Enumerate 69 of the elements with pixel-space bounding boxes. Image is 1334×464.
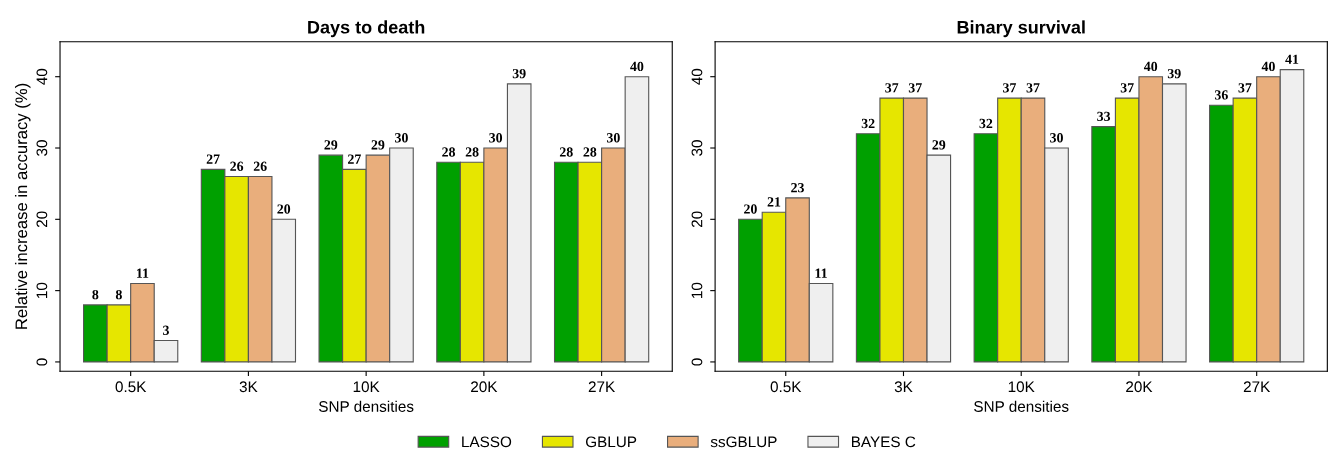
x-axis-title: SNP densities bbox=[974, 400, 1069, 412]
x-tick-label: 10K bbox=[1008, 381, 1035, 393]
y-tick-label: 40 bbox=[36, 68, 48, 85]
x-tick-label: 0.5K bbox=[115, 381, 147, 393]
data-label: 37 bbox=[885, 83, 899, 93]
legend-label: BAYES C bbox=[852, 436, 916, 448]
y-tick-label: 0 bbox=[691, 358, 703, 366]
data-label: 11 bbox=[137, 268, 149, 278]
y-tick-label: 10 bbox=[691, 282, 703, 298]
y-tick-label: 10 bbox=[36, 282, 48, 298]
data-label: 26 bbox=[253, 161, 267, 171]
y-tick-label: 0 bbox=[36, 358, 48, 366]
data-label: 26 bbox=[230, 161, 244, 171]
x-tick-label: 20K bbox=[1126, 381, 1153, 393]
data-label: 37 bbox=[1003, 83, 1017, 93]
x-tick-label: 0.5K bbox=[770, 381, 802, 393]
data-label: 29 bbox=[932, 140, 946, 150]
data-label: 30 bbox=[606, 133, 620, 143]
data-label: 23 bbox=[791, 182, 804, 193]
data-label: 32 bbox=[979, 118, 993, 129]
y-tick-label: 20 bbox=[36, 211, 48, 228]
data-label: 8 bbox=[115, 289, 122, 300]
chart-title: Days to death bbox=[308, 20, 425, 38]
x-axis-title: SNP densities bbox=[318, 400, 414, 412]
data-label: 3 bbox=[163, 325, 169, 335]
data-label: 8 bbox=[92, 289, 99, 300]
data-label: 39 bbox=[1167, 68, 1181, 79]
x-tick-label: 3K bbox=[239, 381, 258, 393]
data-label: 37 bbox=[1238, 83, 1252, 93]
x-tick-label: 27K bbox=[588, 381, 616, 392]
data-label: 29 bbox=[324, 140, 338, 150]
data-label: 41 bbox=[1285, 54, 1299, 64]
data-label: 40 bbox=[1143, 61, 1158, 72]
data-label: 20 bbox=[744, 204, 757, 214]
data-label: 30 bbox=[1050, 133, 1063, 143]
y-tick-label: 30 bbox=[691, 140, 703, 156]
data-label: 36 bbox=[1214, 90, 1228, 100]
data-label: 27 bbox=[206, 154, 220, 164]
x-tick-label: 20K bbox=[471, 381, 498, 393]
data-label: 37 bbox=[1120, 83, 1134, 93]
data-label: 28 bbox=[442, 147, 456, 157]
data-label: 39 bbox=[512, 68, 526, 79]
y-axis-title: Relative increase in accuracy (%) bbox=[14, 83, 31, 329]
legend-label: ssGBLUP bbox=[710, 436, 777, 448]
chart-title: Binary survival bbox=[957, 20, 1085, 38]
data-label: 27 bbox=[348, 154, 361, 164]
data-label: 30 bbox=[489, 133, 503, 143]
data-label: 32 bbox=[861, 118, 875, 129]
data-label: 20 bbox=[277, 204, 291, 214]
legend-label: LASSO bbox=[462, 436, 512, 448]
data-label: 37 bbox=[1026, 83, 1040, 93]
data-label: 37 bbox=[908, 83, 922, 93]
x-tick-label: 10K bbox=[353, 381, 380, 393]
data-label: 40 bbox=[1261, 61, 1275, 72]
x-tick-label: 27K bbox=[1243, 381, 1271, 392]
data-label: 28 bbox=[583, 147, 597, 157]
y-tick-label: 40 bbox=[691, 68, 703, 85]
data-label: 33 bbox=[1097, 111, 1111, 122]
y-tick-label: 30 bbox=[36, 140, 48, 156]
data-label: 28 bbox=[465, 147, 479, 157]
legend-label: GBLUP bbox=[585, 436, 637, 448]
y-tick-label: 20 bbox=[691, 211, 703, 228]
data-label: 40 bbox=[630, 61, 644, 72]
data-label: 30 bbox=[395, 133, 408, 143]
data-label: 11 bbox=[815, 268, 827, 278]
data-label: 29 bbox=[371, 140, 385, 150]
data-label: 21 bbox=[767, 197, 781, 207]
x-tick-label: 3K bbox=[894, 381, 913, 393]
data-label: 28 bbox=[559, 147, 573, 157]
